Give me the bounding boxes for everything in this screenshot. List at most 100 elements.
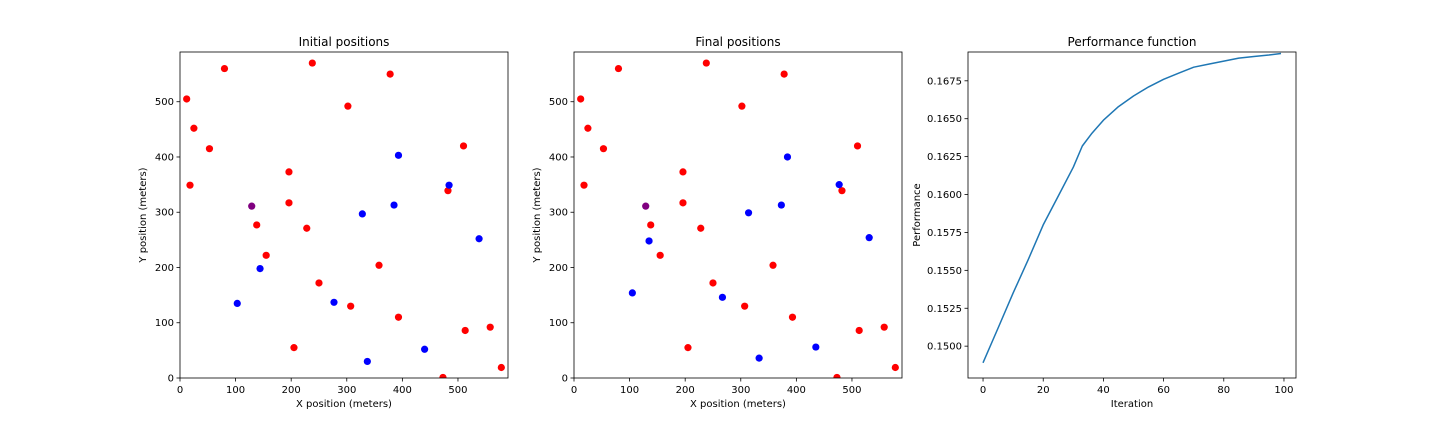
- scatter-point: [394, 313, 403, 321]
- scatter-point: [684, 344, 692, 352]
- plot-area: [183, 59, 505, 378]
- scatter-point: [233, 299, 241, 308]
- y-tick-label: 0.1575: [927, 228, 962, 239]
- x-axis-label: X position (meters): [296, 399, 392, 410]
- scatter-point: [647, 221, 655, 229]
- y-tick-label: 100: [155, 318, 174, 329]
- scatter-point: [358, 210, 366, 218]
- scatter-point: [780, 70, 788, 78]
- chart-1: 0 100 200 300 400 500 0 100 200 300 400 500 Initial …: [138, 35, 509, 410]
- scatter-point: [315, 279, 323, 287]
- scatter-point: [865, 234, 873, 242]
- x-tick-label: 80: [1217, 385, 1230, 396]
- y-tick-label: 300: [549, 208, 568, 219]
- plot-area: [577, 59, 899, 378]
- y-tick-label: 500: [549, 97, 568, 108]
- y-tick-label: 0.1675: [927, 76, 962, 87]
- x-tick-label: 500: [448, 385, 467, 396]
- scatter-point: [709, 279, 717, 287]
- scatter-point: [577, 95, 585, 103]
- y-tick-label: 0: [168, 374, 174, 385]
- x-tick-label: 0: [571, 385, 577, 396]
- scatter-point: [363, 357, 371, 366]
- x-tick-label: 400: [393, 385, 412, 396]
- scatter-point: [853, 142, 862, 150]
- scatter-point: [835, 181, 843, 189]
- x-tick-label: 300: [337, 385, 356, 396]
- x-tick-label: 60: [1157, 385, 1170, 396]
- x-tick-label: 100: [1274, 385, 1293, 396]
- scatter-point: [290, 344, 298, 352]
- scatter-point: [788, 313, 797, 321]
- scatter-point: [375, 261, 383, 269]
- scatter-point: [262, 251, 270, 259]
- scatter-point: [220, 64, 229, 73]
- x-tick-label: 40: [1097, 385, 1110, 396]
- chart-2: 0 100 200 300 400 500 0 100 200 300 400 500 Final po…: [532, 35, 903, 410]
- x-tick-label: 300: [731, 385, 750, 396]
- scatter-point: [439, 373, 447, 378]
- x-tick-label: 400: [787, 385, 806, 396]
- y-tick-label: 100: [549, 318, 568, 329]
- scatter-point: [584, 124, 592, 132]
- scatter-point: [248, 202, 256, 210]
- scatter-point: [783, 153, 792, 161]
- scatter-point: [444, 187, 452, 195]
- scatter-point: [303, 224, 311, 232]
- scatter-point: [308, 59, 316, 67]
- x-tick-label: 0: [980, 385, 986, 396]
- scatter-point: [880, 323, 888, 331]
- scatter-point: [190, 124, 198, 132]
- y-tick-label: 0.1500: [927, 342, 962, 353]
- scatter-point: [475, 235, 483, 243]
- scatter-point: [614, 64, 623, 73]
- scatter-point: [183, 95, 191, 103]
- scatter-point: [755, 354, 763, 362]
- scatter-point: [445, 181, 453, 189]
- y-axis-label: Performance: [912, 183, 923, 246]
- scatter-point: [741, 302, 749, 310]
- chart-title: Performance function: [1068, 35, 1197, 49]
- scatter-point: [718, 293, 727, 301]
- scatter-point: [812, 343, 820, 351]
- scatter-point: [497, 363, 505, 372]
- x-axis-label: X position (meters): [690, 399, 786, 410]
- scatter-point: [656, 251, 664, 259]
- scatter-point: [744, 209, 753, 217]
- scatter-point: [285, 199, 293, 207]
- scatter-point: [386, 70, 394, 78]
- x-tick-label: 200: [676, 385, 695, 396]
- scatter-point: [645, 237, 653, 245]
- scatter-point: [256, 264, 264, 273]
- scatter-point: [777, 201, 785, 209]
- scatter-point: [697, 224, 705, 232]
- scatter-point: [421, 345, 429, 353]
- scatter-point: [390, 201, 398, 209]
- y-tick-label: 0.1625: [927, 152, 962, 163]
- scatter-point: [679, 199, 687, 207]
- scatter-point: [838, 187, 846, 195]
- y-tick-label: 400: [155, 152, 174, 163]
- scatter-point: [459, 142, 468, 150]
- scatter-point: [891, 363, 899, 372]
- y-tick-label: 200: [549, 263, 568, 274]
- scatter-point: [702, 59, 710, 67]
- scatter-point: [285, 168, 293, 176]
- y-axis-label: Y position (meters): [532, 167, 543, 263]
- chart-title: Final positions: [695, 35, 780, 49]
- x-tick-label: 100: [620, 385, 639, 396]
- scatter-point: [628, 289, 636, 297]
- scatter-point: [833, 373, 841, 378]
- x-tick-label: 500: [842, 385, 861, 396]
- chart-title: Initial positions: [299, 35, 390, 49]
- scatter-point: [769, 261, 777, 269]
- scatter-point: [394, 151, 403, 159]
- scatter-point: [344, 102, 352, 110]
- y-tick-label: 200: [155, 263, 174, 274]
- axes-frame: [967, 51, 1297, 379]
- scatter-point: [855, 326, 863, 335]
- scatter-point: [205, 145, 214, 153]
- chart-3: 0 20 40 60 80 100 0.1500 0.1525 0.1550 0.1575 0.16…: [912, 35, 1297, 410]
- y-tick-label: 300: [155, 208, 174, 219]
